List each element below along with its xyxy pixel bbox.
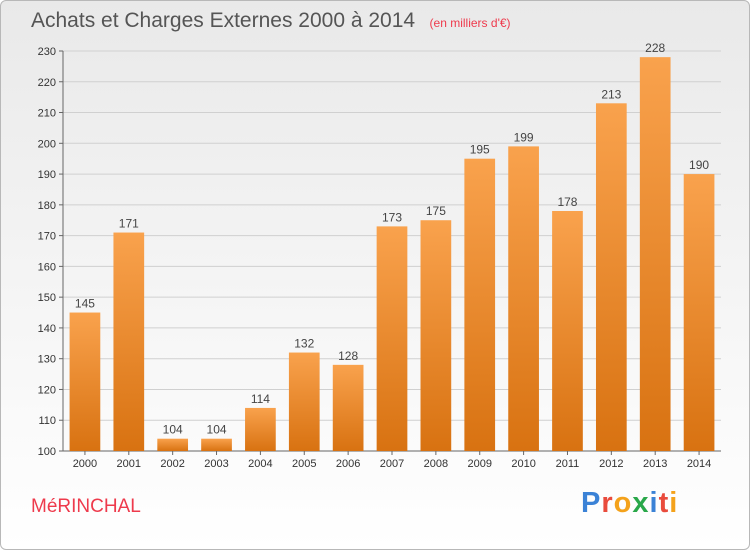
x-tick-label-2001: 2001 [117,458,141,470]
x-tick-label-2000: 2000 [73,458,97,470]
value-label-2008: 175 [426,204,446,218]
bar-2011 [552,211,583,451]
bar-2014 [683,174,715,452]
bar-2009 [464,158,496,451]
x-tick-label-2008: 2008 [424,458,448,470]
y-tick-label: 150 [38,292,56,304]
value-label-2005: 132 [294,337,314,351]
bar-2008 [420,220,452,451]
value-label-2007: 173 [382,210,402,224]
x-tick-label-2003: 2003 [204,458,228,470]
y-tick-label: 130 [38,354,56,366]
value-label-2011: 178 [557,195,577,209]
y-tick-label: 180 [38,200,56,212]
value-label-2001: 171 [119,217,139,231]
value-label-2006: 128 [338,349,358,363]
bar-2012 [595,103,627,452]
x-tick-label-2002: 2002 [160,458,184,470]
y-tick-label: 120 [38,384,56,396]
bar-2013 [639,57,671,452]
proxiti-logo[interactable]: Proxiti [581,487,678,520]
value-label-2000: 145 [75,297,95,311]
chart-subtitle: (en milliers d'€) [429,16,511,30]
y-tick-label: 160 [38,261,56,273]
chart-title: Achats et Charges Externes 2000 à 2014 [31,9,416,32]
logo-letter: P [581,487,602,519]
chart-header: Achats et Charges Externes 2000 à 2014 (… [31,9,511,33]
value-label-2014: 190 [689,158,709,172]
x-tick-label-2005: 2005 [292,458,316,470]
bar-2010 [508,146,539,451]
y-tick-label: 210 [38,108,56,120]
logo-letter: t [658,487,670,519]
y-tick-label: 110 [38,415,56,427]
x-tick-label-2011: 2011 [556,458,580,470]
x-tick-label-2004: 2004 [248,458,272,470]
value-label-2002: 104 [163,423,183,437]
y-tick-label: 140 [38,323,56,335]
value-label-2004: 114 [251,392,270,406]
logo-letter: o [613,487,633,519]
y-tick-label: 190 [38,169,56,181]
x-tick-label-2006: 2006 [336,458,360,470]
y-tick-label: 170 [38,231,56,243]
logo-letter: x [632,487,650,519]
bar-2000 [69,312,101,451]
x-tick-label-2014: 2014 [687,458,711,470]
bar-2006 [332,364,364,451]
y-tick-label: 200 [38,138,56,150]
bar-2007 [376,226,408,451]
bar-2005 [288,352,320,451]
x-tick-label-2009: 2009 [467,458,491,470]
logo-letter: i [669,487,679,519]
commune-name: MéRINCHAL [31,496,141,517]
y-tick-label: 230 [38,46,56,58]
logo-letter: i [649,487,659,519]
value-label-2010: 199 [514,130,534,144]
x-tick-label-2010: 2010 [511,458,535,470]
x-tick-label-2013: 2013 [643,458,667,470]
bars [69,57,715,452]
value-label-2003: 104 [207,423,227,437]
value-label-2012: 213 [601,87,621,101]
bar-2003 [201,438,232,451]
x-tick-label-2012: 2012 [599,458,623,470]
bar-2001 [113,232,145,451]
bar-2002 [157,438,189,451]
labels: 100 110 120 130 140 150 160 170 180 190 200 210 220 2… [38,41,712,470]
value-label-2013: 228 [645,41,665,55]
value-label-2009: 195 [470,143,490,157]
x-tick-label-2007: 2007 [380,458,404,470]
logo-letter: r [601,487,614,519]
y-tick-label: 100 [38,446,56,458]
y-tick-label: 220 [38,77,56,89]
bar-2004 [245,407,276,451]
